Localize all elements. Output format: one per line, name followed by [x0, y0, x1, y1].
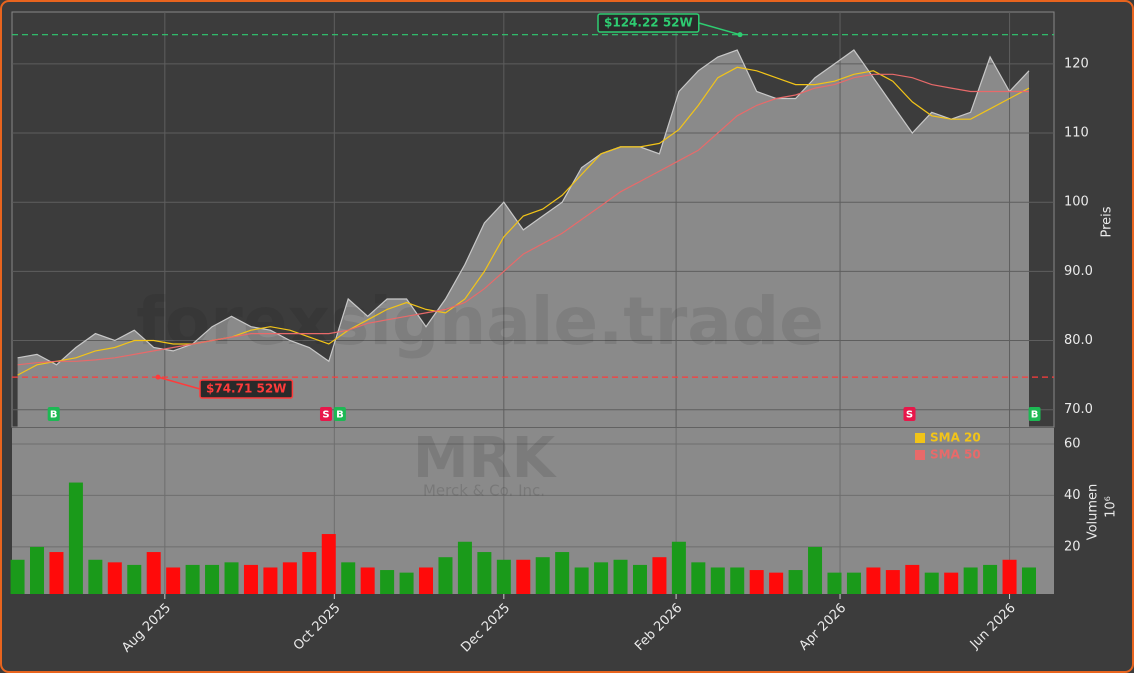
volume-bar: [68, 482, 83, 594]
volume-bar: [574, 567, 589, 594]
y-axis-label: Volumen: [1086, 484, 1101, 541]
volume-bar: [749, 570, 764, 594]
volume-bar: [302, 552, 317, 594]
y-tick-label: 90.0: [1064, 264, 1093, 279]
volume-bar: [30, 546, 45, 594]
signal-chip: [903, 407, 916, 421]
y-tick-label: 60: [1064, 436, 1081, 451]
volume-bar: [535, 557, 550, 594]
volume-bar: [1021, 567, 1036, 594]
volume-bar: [652, 557, 667, 594]
volume-bar: [146, 552, 161, 594]
sma-line: [17, 66, 1030, 376]
sma-line: [17, 73, 1029, 366]
annotation-arrow: [157, 376, 201, 390]
volume-bar: [224, 562, 239, 594]
volume-bar: [88, 559, 103, 594]
y-tick-label: 100: [1064, 195, 1089, 210]
volume-bar: [671, 541, 686, 594]
volume-bar: [924, 572, 939, 594]
volume-bar: [905, 564, 920, 594]
y-tick-label: 40: [1064, 488, 1081, 503]
signal-chip: [319, 407, 332, 421]
arrow-head: [737, 32, 743, 38]
volume-bar: [1002, 559, 1017, 594]
signal-chip: [47, 407, 60, 421]
volume-bar: [399, 572, 414, 594]
volume-bar: [282, 562, 297, 594]
price-line: [17, 49, 1030, 366]
volume-bar: [691, 562, 706, 594]
signal-chip: [1028, 407, 1041, 421]
legend-label: SMA 20: [930, 431, 981, 445]
watermark: MRK: [413, 426, 558, 491]
volume-bar: [360, 567, 375, 594]
volume-bar: [885, 570, 900, 594]
volume-bar: [827, 572, 842, 594]
volume-bar: [107, 562, 122, 594]
volume-bar: [477, 552, 492, 594]
volume-bar: [243, 564, 258, 594]
y-tick-label: 80.0: [1064, 333, 1093, 348]
y-tick-label: 20: [1064, 539, 1081, 554]
arrow-head: [155, 374, 161, 380]
volume-bar: [632, 564, 647, 594]
y-tick-label: 120: [1064, 56, 1089, 71]
volume-bar: [594, 562, 609, 594]
y-tick-label: 110: [1064, 126, 1089, 141]
volume-bar: [185, 564, 200, 594]
volume-bar: [419, 567, 434, 594]
annotation-arrow: [698, 22, 741, 36]
watermark: Merck & Co. Inc.: [423, 482, 545, 500]
volume-bar: [516, 559, 531, 594]
volume-bar: [49, 552, 64, 594]
volume-bar: [944, 572, 959, 594]
signal-label: B: [50, 410, 58, 421]
volume-bar: [808, 546, 823, 594]
volume-bar: [166, 567, 181, 594]
volume-bar: [846, 572, 861, 594]
volume-bar: [127, 564, 142, 594]
y-axis-label: Preis: [1100, 206, 1115, 237]
volume-bar: [380, 570, 395, 594]
signal-label: B: [336, 410, 344, 421]
volume-bar: [613, 559, 628, 594]
y-axis-unit: 10⁶: [1104, 496, 1119, 518]
volume-bar: [710, 567, 725, 594]
volume-bar: [983, 564, 998, 594]
legend-swatch: [915, 433, 925, 443]
volume-bar: [866, 567, 881, 594]
volume-bar: [10, 559, 25, 594]
annotation-label: $74.71 52W: [206, 382, 286, 396]
volume-bar: [263, 567, 278, 594]
y-tick-label: 70.0: [1064, 402, 1093, 417]
watermark: forexsignale.trade: [136, 283, 824, 360]
volume-bar: [205, 564, 220, 594]
volume-bar: [496, 559, 511, 594]
signal-label: S: [322, 410, 329, 421]
volume-bar: [341, 562, 356, 594]
legend-label: SMA 50: [930, 448, 981, 462]
volume-bar: [963, 567, 978, 594]
signal-label: S: [906, 410, 913, 421]
volume-bar: [788, 570, 803, 594]
signal-label: B: [1031, 410, 1039, 421]
legend-swatch: [915, 450, 925, 460]
annotation-label: $124.22 52W: [604, 16, 693, 30]
price-area: [17, 50, 1030, 427]
signal-chip: [333, 407, 346, 421]
volume-bar: [555, 552, 570, 594]
volume-bar: [457, 541, 472, 594]
volume-bar: [321, 534, 336, 594]
volume-bar: [769, 572, 784, 594]
volume-bar: [730, 567, 745, 594]
volume-bar: [438, 557, 453, 594]
